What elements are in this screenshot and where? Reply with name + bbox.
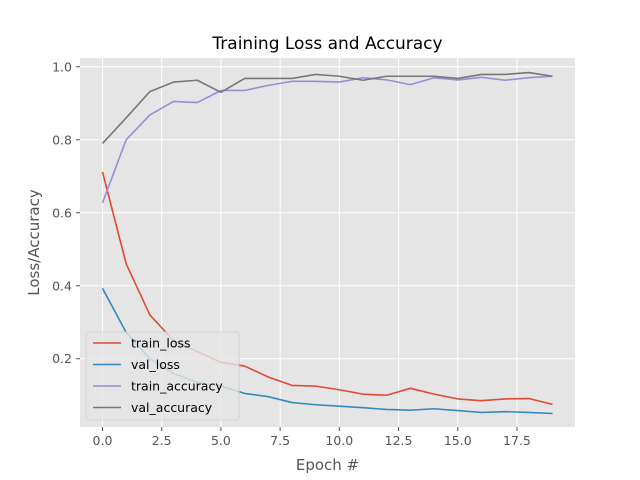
chart-title: Training Loss and Accuracy	[211, 34, 442, 54]
x-tick-label: 0.0	[93, 433, 113, 448]
x-tick-label: 17.5	[503, 433, 531, 448]
y-axis-ticks: 0.2 0.4 0.6 0.8 1.0	[52, 59, 80, 366]
x-tick-label: 7.5	[270, 433, 290, 448]
y-tick-label: 0.8	[52, 132, 72, 147]
x-tick-label: 2.5	[152, 433, 172, 448]
y-tick-label: 1.0	[52, 59, 72, 74]
y-axis-label: Loss/Accuracy	[25, 189, 43, 296]
x-axis-label: Epoch #	[296, 456, 359, 474]
y-tick-label: 0.4	[52, 278, 72, 293]
legend-box	[85, 331, 240, 421]
series-line-train-accuracy	[101, 75, 553, 204]
legend: train_loss val_loss train_accuracy val_accu…	[85, 331, 240, 421]
series-line-val-accuracy	[101, 71, 553, 144]
legend-label-train-loss: train_loss	[131, 336, 191, 351]
x-tick-label: 15.0	[444, 433, 472, 448]
legend-label-val-loss: val_loss	[131, 357, 180, 372]
x-tick-label: 12.5	[385, 433, 413, 448]
legend-label-val-accuracy: val_accuracy	[131, 400, 213, 415]
y-tick-label: 0.2	[52, 351, 72, 366]
x-axis-ticks: 0.0 2.5 5.0 7.5 10.0 12.5 15.0 17.5	[93, 427, 531, 448]
x-tick-label: 10.0	[325, 433, 353, 448]
y-tick-label: 0.6	[52, 205, 72, 220]
legend-label-train-accuracy: train_accuracy	[131, 379, 223, 394]
x-tick-label: 5.0	[211, 433, 231, 448]
